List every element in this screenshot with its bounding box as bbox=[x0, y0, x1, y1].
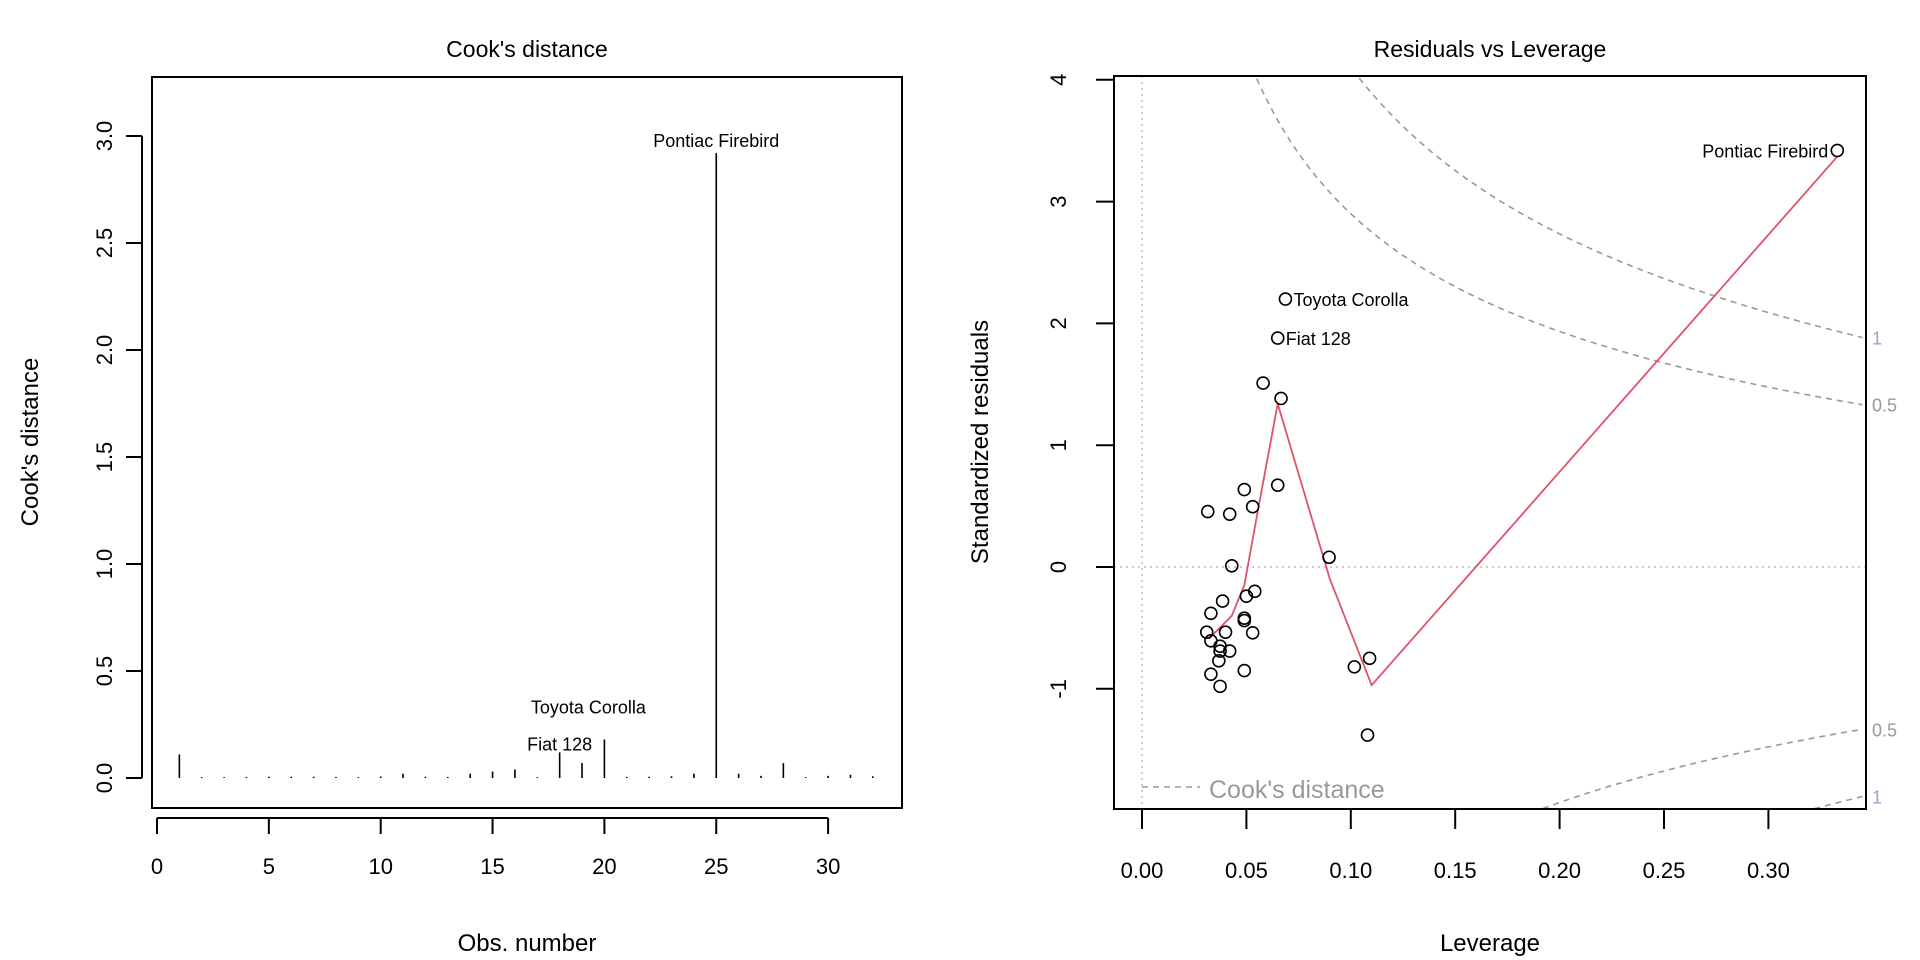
y-tick-label: 1 bbox=[1046, 439, 1071, 451]
chart-title: Residuals vs Leverage bbox=[1374, 36, 1607, 62]
x-tick-label: 0.15 bbox=[1434, 858, 1477, 883]
data-point bbox=[1237, 613, 1252, 628]
smooth-line bbox=[1208, 155, 1838, 687]
contour-label: 0.5 bbox=[1872, 396, 1897, 416]
x-tick-label: 0 bbox=[151, 854, 163, 879]
y-tick-label: 1.5 bbox=[92, 442, 117, 473]
data-point bbox=[1200, 504, 1215, 519]
data-point bbox=[1278, 292, 1293, 306]
x-tick-label: 0.20 bbox=[1538, 858, 1581, 883]
y-tick-label: 4 bbox=[1046, 74, 1071, 86]
x-tick-label: 15 bbox=[480, 854, 504, 879]
plot-frame bbox=[151, 76, 903, 809]
x-axis-label: Obs. number bbox=[458, 930, 597, 957]
y-tick-label: 2 bbox=[1046, 317, 1071, 329]
data-point bbox=[1360, 728, 1375, 742]
x-tick-label: 0.00 bbox=[1121, 858, 1164, 883]
data-point bbox=[1224, 558, 1239, 573]
data-point bbox=[1237, 482, 1252, 497]
y-tick-label: 3 bbox=[1046, 195, 1071, 207]
x-tick-label: 0.10 bbox=[1329, 858, 1372, 883]
point-label: Pontiac Firebird bbox=[653, 131, 779, 151]
x-tick-label: 0.30 bbox=[1747, 858, 1790, 883]
contour-label: 1 bbox=[1872, 787, 1882, 807]
y-tick-label: 0.0 bbox=[92, 763, 117, 794]
chart-title: Cook's distance bbox=[446, 36, 608, 62]
y-tick-label: 2.0 bbox=[92, 335, 117, 366]
data-point bbox=[1247, 584, 1262, 599]
point-label: Toyota Corolla bbox=[1293, 290, 1409, 310]
y-tick-label: 2.5 bbox=[92, 228, 117, 259]
x-tick-label: 0.05 bbox=[1225, 858, 1268, 883]
contour-label: 1 bbox=[1872, 329, 1882, 349]
point-label: Fiat 128 bbox=[527, 734, 592, 754]
contour-label: 0.5 bbox=[1872, 720, 1897, 740]
data-point bbox=[1245, 499, 1260, 514]
point-label: Fiat 128 bbox=[1286, 329, 1351, 349]
y-tick-label: -1 bbox=[1046, 679, 1071, 699]
x-tick-label: 20 bbox=[592, 854, 616, 879]
data-point bbox=[1222, 644, 1237, 658]
data-point bbox=[1347, 660, 1362, 674]
data-point bbox=[1213, 679, 1227, 694]
x-tick-label: 5 bbox=[263, 854, 275, 879]
data-point bbox=[1274, 391, 1288, 406]
data-point bbox=[1270, 331, 1285, 345]
plot-frame bbox=[1113, 75, 1867, 810]
data-point bbox=[1222, 507, 1237, 521]
x-axis-label: Leverage bbox=[1440, 930, 1540, 957]
y-axis-label: Standardized residuals bbox=[967, 320, 994, 564]
data-point bbox=[1213, 644, 1227, 658]
data-point bbox=[1237, 663, 1252, 678]
y-tick-label: 0.5 bbox=[92, 656, 117, 687]
cooks-contour-lower-0.5 bbox=[1542, 728, 1863, 810]
cooks-contour-upper-0.5 bbox=[1256, 78, 1863, 406]
y-tick-label: 3.0 bbox=[92, 121, 117, 152]
data-point bbox=[1218, 625, 1233, 639]
legend-label: Cook's distance bbox=[1209, 776, 1385, 804]
x-tick-label: 10 bbox=[368, 854, 392, 879]
x-tick-label: 30 bbox=[816, 854, 840, 879]
data-point bbox=[1212, 653, 1226, 668]
data-point bbox=[1362, 651, 1377, 666]
data-point bbox=[1199, 625, 1214, 639]
x-tick-label: 0.25 bbox=[1643, 858, 1686, 883]
data-point bbox=[1270, 478, 1285, 492]
point-label: Toyota Corolla bbox=[531, 697, 647, 717]
y-tick-label: 0 bbox=[1046, 561, 1071, 573]
data-point bbox=[1245, 625, 1260, 640]
x-tick-label: 25 bbox=[704, 854, 728, 879]
cooks-contour-lower-1 bbox=[1814, 795, 1863, 810]
cooks-contour-upper-1 bbox=[1358, 77, 1863, 339]
y-tick-label: 1.0 bbox=[92, 549, 117, 580]
residuals-vs-leverage-panel: Residuals vs Leverage Leverage Standardi… bbox=[967, 36, 1897, 957]
data-point bbox=[1204, 667, 1218, 681]
y-axis-label: Cook's distance bbox=[17, 358, 44, 527]
data-point bbox=[1204, 606, 1218, 621]
data-point bbox=[1830, 143, 1845, 158]
data-point bbox=[1322, 550, 1336, 565]
point-label: Pontiac Firebird bbox=[1702, 141, 1828, 161]
data-point bbox=[1256, 376, 1270, 390]
cooks-distance-panel: Cook's distance Obs. number Cook's dista… bbox=[17, 36, 903, 957]
data-point bbox=[1215, 594, 1230, 608]
